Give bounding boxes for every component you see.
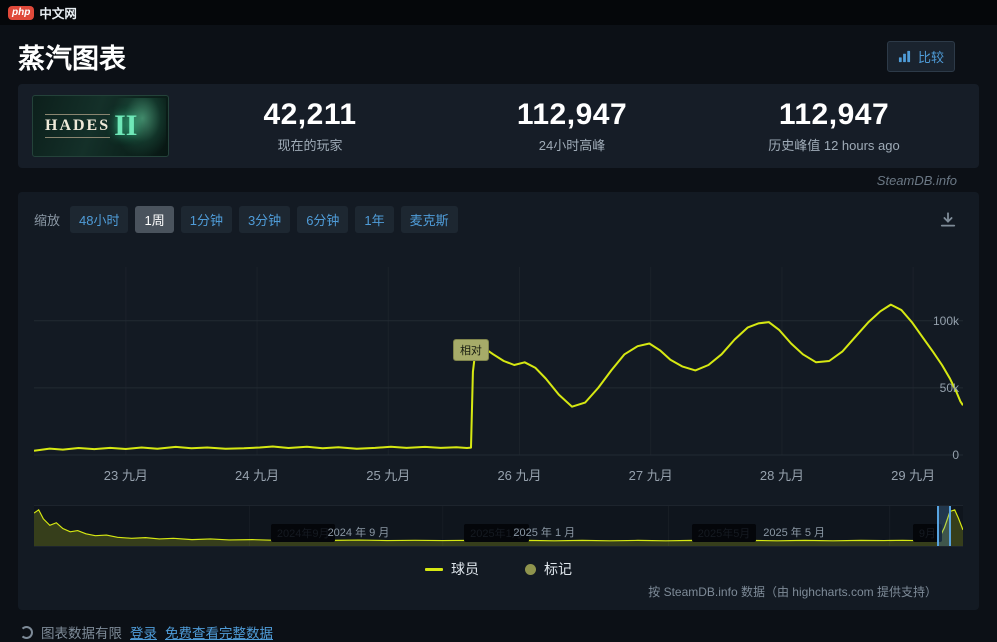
marker-swatch bbox=[525, 563, 536, 575]
player-series-line[interactable] bbox=[34, 303, 963, 452]
stat-value: 42,211 bbox=[263, 98, 357, 131]
chart-toolbar: 缩放 48小时 1周 1分钟 3分钟 6分钟 1年 麦克斯 bbox=[34, 206, 963, 233]
chart-legend: 球员 标记 bbox=[34, 559, 963, 579]
stats-panel: HADES II 42,211 现在的玩家 112,947 24小时高峰 112… bbox=[18, 84, 979, 168]
nav-axis-chip: 2025年5月 bbox=[691, 524, 757, 542]
x-axis-label: 25 九月 bbox=[366, 468, 411, 483]
stat-current-players: 42,211 现在的玩家 bbox=[179, 98, 441, 154]
chart-credits-link[interactable]: 按 SteamDB.info 数据（由 highcharts.com 提供支持） bbox=[648, 585, 937, 599]
navigator-area-series bbox=[34, 509, 963, 546]
chart-flag[interactable]: 相对 bbox=[452, 339, 489, 361]
site-logo-text: 中文网 bbox=[39, 7, 77, 21]
navigator-svg bbox=[34, 508, 963, 546]
zoom-button-4[interactable]: 6分钟 bbox=[297, 206, 349, 233]
series-line-swatch bbox=[425, 567, 443, 571]
nav-axis-label: 2025 年 1 月 bbox=[513, 527, 576, 539]
game-logo-numeral: II bbox=[114, 109, 138, 142]
stat-label: 24小时高峰 bbox=[538, 138, 606, 153]
main-chart-svg bbox=[34, 303, 963, 456]
nav-axis-label: 2025 年 5 月 bbox=[763, 527, 826, 539]
legend-label: 球员 bbox=[451, 561, 479, 577]
x-axis-label: 26 九月 bbox=[497, 468, 542, 483]
main-chart[interactable]: 0 50k 100k 相对 bbox=[34, 257, 963, 462]
game-logo: HADES II bbox=[33, 109, 137, 143]
site-topbar: php 中文网 bbox=[0, 0, 997, 25]
compare-button-label: 比较 bbox=[917, 50, 944, 65]
nav-axis-chip: 2025年1月 bbox=[464, 524, 529, 542]
nav-axis-chip: 9月 bbox=[912, 524, 942, 542]
x-axis-label: 29 九月 bbox=[891, 468, 936, 483]
x-axis-label: 27 九月 bbox=[628, 468, 673, 483]
stat-value: 112,947 bbox=[516, 98, 628, 131]
limited-data-icon bbox=[20, 625, 33, 639]
stat-24h-peak: 112,947 24小时高峰 bbox=[441, 98, 703, 154]
nav-axis-chip: 2024年9月 bbox=[270, 524, 336, 542]
steamdb-watermark: SteamDB.info bbox=[876, 173, 957, 188]
limited-data-notice: 图表数据有限 登录 免费查看完整数据 bbox=[18, 622, 979, 642]
x-axis-label: 28 九月 bbox=[759, 468, 804, 483]
compare-button[interactable]: 比较 bbox=[886, 41, 955, 72]
zoom-button-0[interactable]: 48小时 bbox=[70, 206, 129, 233]
compare-icon bbox=[898, 50, 911, 63]
x-axis-label: 23 九月 bbox=[103, 468, 148, 483]
legend-item-1[interactable]: 标记 bbox=[525, 559, 572, 579]
stat-all-time-peak: 112,947 历史峰值 12 hours ago bbox=[703, 98, 965, 154]
limited-data-text: 图表数据有限 bbox=[41, 626, 122, 641]
legend-item-0[interactable]: 球员 bbox=[425, 559, 479, 579]
stats-row: 42,211 现在的玩家 112,947 24小时高峰 112,947 历史峰值… bbox=[179, 98, 965, 154]
stat-value: 112,947 bbox=[778, 98, 890, 131]
zoom-button-1[interactable]: 1周 bbox=[135, 206, 174, 233]
x-axis: 23 九月 24 九月 25 九月 26 九月 27 九月 28 九月 29 九月 bbox=[34, 459, 963, 485]
zoom-button-3[interactable]: 3分钟 bbox=[238, 206, 291, 233]
chart-navigator[interactable]: 2024年9月 2024 年 9 月 2025年1月 2025 年 1 月 2025年5… bbox=[34, 505, 963, 547]
nav-axis-label: 2024 年 9 月 bbox=[327, 527, 390, 539]
page-title: 蒸汽图表 bbox=[18, 44, 126, 74]
zoom-button-2[interactable]: 1分钟 bbox=[180, 206, 232, 233]
zoom-button-6[interactable]: 麦克斯 bbox=[400, 206, 458, 233]
php-logo-icon: php bbox=[8, 5, 35, 20]
chart-panel: 缩放 48小时 1周 1分钟 3分钟 6分钟 1年 麦克斯 0 50k 100k 相对 23 九… bbox=[18, 192, 979, 610]
game-capsule[interactable]: HADES II bbox=[32, 95, 169, 157]
capsule-art bbox=[114, 98, 166, 156]
stat-label: 现在的玩家 bbox=[277, 138, 343, 153]
download-icon[interactable] bbox=[939, 211, 957, 229]
game-logo-text: HADES bbox=[45, 114, 111, 138]
stat-label: 历史峰值 12 hours ago bbox=[768, 138, 900, 153]
page-header: 蒸汽图表 比较 bbox=[18, 37, 979, 76]
login-link[interactable]: 登录 bbox=[130, 626, 157, 641]
legend-label: 标记 bbox=[544, 561, 572, 577]
zoom-label: 缩放 bbox=[34, 213, 61, 228]
view-full-data-link[interactable]: 免费查看完整数据 bbox=[165, 626, 273, 641]
site-logo[interactable]: php 中文网 bbox=[8, 3, 77, 22]
x-axis-label: 24 九月 bbox=[235, 468, 280, 483]
zoom-button-5[interactable]: 1年 bbox=[355, 206, 394, 233]
zoom-button-group: 48小时 1周 1分钟 3分钟 6分钟 1年 麦克斯 bbox=[70, 206, 458, 233]
navigator-selection-handle[interactable] bbox=[936, 506, 951, 546]
